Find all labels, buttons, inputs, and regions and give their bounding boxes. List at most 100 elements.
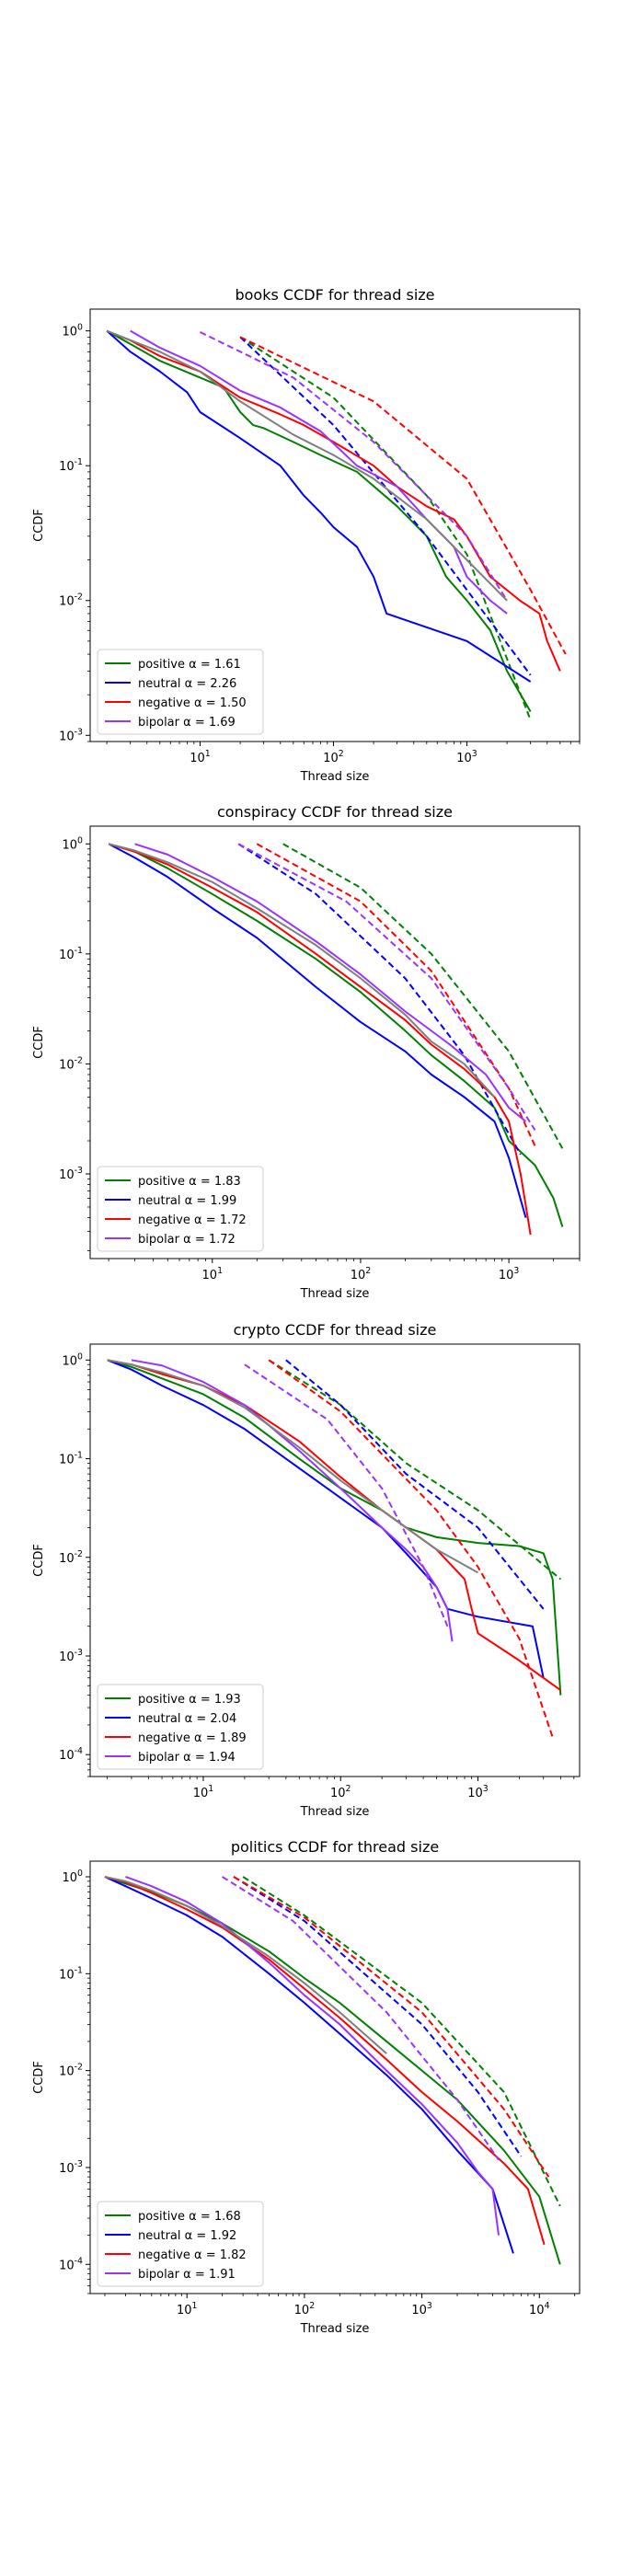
y-axis-label: CCDF xyxy=(32,1026,46,1059)
legend: positive α = 1.93 neutral α = 2.04 negativ… xyxy=(97,1684,264,1770)
axes-frame xyxy=(89,308,581,742)
x-tick-label-3: 104 xyxy=(529,2301,550,2317)
fit-line-negative xyxy=(239,336,567,655)
y-tick-label-1: 10-1 xyxy=(59,1451,83,1467)
y-tick-label-2: 10-2 xyxy=(59,2063,83,2079)
axes-frame xyxy=(89,825,581,1259)
series-line-bipolar xyxy=(131,1359,454,1642)
legend-entry: bipolar α = 1.72 xyxy=(138,1233,236,1247)
y-tick-label-2: 10-2 xyxy=(59,592,83,609)
series-line-negative xyxy=(104,1876,546,2246)
y-tick-label-4: 10-4 xyxy=(59,1746,83,1763)
plot-area xyxy=(106,329,567,720)
y-tick-label-3: 10-3 xyxy=(59,1648,83,1664)
legend-entry: positive α = 1.93 xyxy=(138,1693,241,1707)
fit-line-bipolar xyxy=(222,1876,500,2161)
series-line-bipolar xyxy=(125,1876,500,2236)
x-tick-label-0: 101 xyxy=(202,1266,224,1282)
legend-entry: positive α = 1.68 xyxy=(138,2210,241,2224)
legend-entry: neutral α = 2.04 xyxy=(138,1712,236,1726)
x-tick-label-2: 103 xyxy=(456,749,477,765)
y-tick-label-1: 10-1 xyxy=(59,457,83,474)
y-tick-label-2: 10-2 xyxy=(59,1055,83,1072)
chart-panel-4: politics CCDF for thread size 101 102 103 10… xyxy=(32,1838,581,2336)
x-tick-label-2: 103 xyxy=(411,2301,432,2317)
legend-entry: negative α = 1.72 xyxy=(138,1213,247,1227)
fit-line-neutral xyxy=(285,1359,545,1610)
x-tick-label-0: 101 xyxy=(177,2301,198,2317)
fit-line-bipolar xyxy=(200,331,508,602)
legend-entry: bipolar α = 1.94 xyxy=(138,1751,236,1765)
y-tick-label-3: 10-3 xyxy=(59,727,83,743)
chart-panel-2: conspiracy CCDF for thread size 101 102 103… xyxy=(32,803,581,1301)
axes-frame xyxy=(89,1860,581,2294)
chart-title: books CCDF for thread size xyxy=(235,286,434,304)
series-line-negative xyxy=(108,843,532,1236)
y-tick-label-3: 10-3 xyxy=(59,2159,83,2176)
x-tick-label-1: 102 xyxy=(330,1784,351,1800)
y-tick-label-1: 10-1 xyxy=(59,1965,83,1982)
legend: positive α = 1.61 neutral α = 2.26 negativ… xyxy=(97,649,264,735)
fit-line-bipolar xyxy=(237,843,536,1131)
legend-entry: positive α = 1.83 xyxy=(138,1175,241,1189)
legend-entry: neutral α = 1.92 xyxy=(138,2229,236,2243)
y-axis-label: CCDF xyxy=(32,1544,46,1577)
chart-title: politics CCDF for thread size xyxy=(231,1838,439,1856)
series-line-bipolar xyxy=(130,329,508,615)
plot-area xyxy=(107,1359,562,1738)
y-tick-label-1: 10-1 xyxy=(59,946,83,962)
series-line-positive xyxy=(106,329,532,712)
fit-line-positive xyxy=(242,1876,561,2207)
y-tick-label-2: 10-2 xyxy=(59,1549,83,1566)
chart-title: conspiracy CCDF for thread size xyxy=(217,803,453,821)
fit-line-negative xyxy=(268,1359,554,1738)
fit-line-neutral xyxy=(237,843,522,1156)
x-tick-label-2: 103 xyxy=(499,1266,520,1282)
fit-line-negative xyxy=(233,1876,550,2178)
series-line-neutral xyxy=(108,843,527,1218)
plot-area xyxy=(108,843,564,1236)
axes-frame xyxy=(89,1343,581,1777)
y-tick-label-0: 100 xyxy=(63,323,84,339)
legend: positive α = 1.83 neutral α = 1.99 negativ… xyxy=(97,1166,264,1252)
legend-entry: bipolar α = 1.91 xyxy=(138,2268,236,2282)
fit-line-neutral xyxy=(233,1876,523,2157)
legend-entry: neutral α = 1.99 xyxy=(138,1194,236,1208)
x-axis-label: Thread size xyxy=(300,2322,370,2336)
x-tick-label-0: 101 xyxy=(193,1784,214,1800)
fit-line-bipolar xyxy=(244,1363,449,1627)
fit-line-positive xyxy=(268,1359,561,1581)
y-tick-label-4: 10-4 xyxy=(59,2256,83,2272)
x-tick-label-1: 102 xyxy=(351,1266,372,1282)
legend-entry: bipolar α = 1.69 xyxy=(138,716,236,730)
chart-panel-3: crypto CCDF for thread size 101 102 103 100 1… xyxy=(32,1321,581,1819)
legend-entry: neutral α = 2.26 xyxy=(138,677,236,691)
fit-line-positive xyxy=(239,336,532,720)
chart-panel-1: books CCDF for thread size 101 102 103 100 10… xyxy=(32,286,581,784)
series-line-positive xyxy=(107,1359,562,1696)
series-line-unlabeled xyxy=(108,843,496,1098)
x-axis-label: Thread size xyxy=(300,1287,370,1301)
x-axis-label: Thread size xyxy=(300,770,370,784)
chart-title: crypto CCDF for thread size xyxy=(234,1321,437,1339)
y-tick-label-0: 100 xyxy=(63,1869,84,1885)
series-line-unlabeled xyxy=(104,1876,387,2054)
series-line-unlabeled xyxy=(106,329,508,602)
series-line-negative xyxy=(107,1359,561,1691)
x-tick-label-2: 103 xyxy=(467,1784,489,1800)
series-line-neutral xyxy=(106,329,532,683)
series-line-unlabeled xyxy=(107,1359,478,1574)
y-tick-label-0: 100 xyxy=(63,835,84,852)
fit-line-neutral xyxy=(239,336,532,676)
y-tick-label-0: 100 xyxy=(63,1351,84,1368)
fit-line-positive xyxy=(282,843,564,1149)
legend-entry: negative α = 1.89 xyxy=(138,1731,247,1745)
x-axis-label: Thread size xyxy=(300,1805,370,1819)
legend-entry: negative α = 1.50 xyxy=(138,696,247,710)
series-line-bipolar xyxy=(134,843,527,1122)
legend-entry: positive α = 1.61 xyxy=(138,658,241,672)
series-line-positive xyxy=(108,843,564,1227)
x-tick-label-0: 101 xyxy=(190,749,211,765)
plot-area xyxy=(104,1876,561,2265)
y-axis-label: CCDF xyxy=(32,2061,46,2094)
